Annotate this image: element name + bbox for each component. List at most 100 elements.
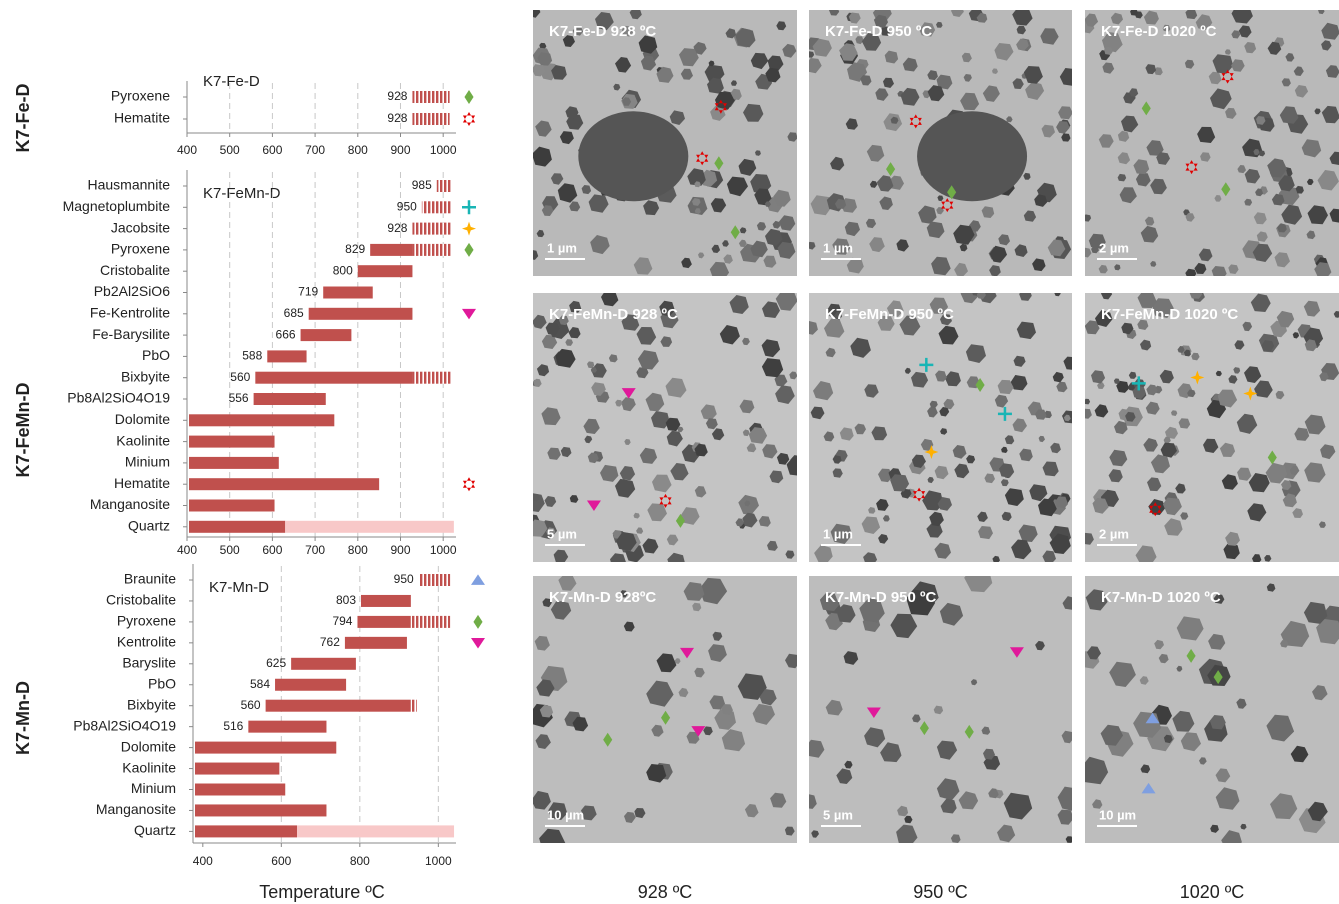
panel-title: K7-Fe-D 1020 ºC xyxy=(1101,23,1217,40)
micrograph xyxy=(1081,287,1339,565)
category-label: Minium xyxy=(131,780,176,796)
category-label: Quartz xyxy=(128,518,170,534)
start-label: 560 xyxy=(230,370,250,384)
category-label: Quartz xyxy=(134,822,176,838)
range-bar-hatched xyxy=(411,616,450,628)
range-bar xyxy=(266,700,411,712)
scale-label: 1 µm xyxy=(823,240,853,255)
x-axis-title: Temperature ºC xyxy=(259,882,385,902)
start-label: 985 xyxy=(412,178,432,192)
range-bar xyxy=(195,804,326,816)
range-bar-hatched xyxy=(412,223,451,235)
range-bar-hatched xyxy=(412,372,451,384)
category-label: Fe-Barysilite xyxy=(92,326,170,342)
start-label: 794 xyxy=(332,614,352,628)
marker-diamond xyxy=(464,90,473,104)
micrograph xyxy=(1080,4,1339,280)
range-bar xyxy=(189,436,275,448)
x-tick-label: 600 xyxy=(262,143,282,157)
x-tick-label: 800 xyxy=(348,543,368,557)
panel-title: K7-FeMn-D 1020 ºC xyxy=(1101,306,1238,323)
micrograph xyxy=(528,6,798,280)
category-label: Kaolinite xyxy=(122,759,176,775)
range-bar xyxy=(370,244,412,256)
category-label: Dolomite xyxy=(121,738,176,754)
x-tick-label: 1000 xyxy=(425,854,452,868)
start-label: 556 xyxy=(229,391,249,405)
scale-label: 2 µm xyxy=(1099,526,1129,541)
range-bar xyxy=(195,742,336,754)
group-label: K7-FeMn-D xyxy=(13,383,33,478)
range-bar xyxy=(189,478,379,490)
grain xyxy=(1212,266,1227,280)
start-label: 800 xyxy=(333,263,353,277)
marker-star4 xyxy=(462,222,476,236)
scale-label: 1 µm xyxy=(823,526,853,541)
range-bar xyxy=(267,350,306,362)
micrograph xyxy=(804,286,1078,566)
category-label: Minium xyxy=(125,454,170,470)
group-label: K7-Mn-D xyxy=(13,681,33,755)
category-label: Dolomite xyxy=(115,411,170,427)
range-bar xyxy=(195,825,297,837)
category-label: Manganosite xyxy=(96,801,176,817)
range-bar xyxy=(275,679,346,691)
start-label: 950 xyxy=(397,199,417,213)
range-bar xyxy=(291,658,356,670)
x-tick-label: 900 xyxy=(390,143,410,157)
range-bar-hatched xyxy=(412,91,449,103)
scale-label: 10 µm xyxy=(547,807,584,822)
category-label: Pyroxene xyxy=(117,613,176,629)
category-label: Hausmannite xyxy=(88,177,171,193)
start-label: 803 xyxy=(336,593,356,607)
range-bar xyxy=(195,784,285,796)
x-tick-label: 700 xyxy=(305,143,325,157)
category-label: Hematite xyxy=(114,475,170,491)
category-label: Manganosite xyxy=(90,496,170,512)
start-label: 584 xyxy=(250,677,270,691)
start-label: 666 xyxy=(276,327,296,341)
column-label: 1020 ºC xyxy=(1180,882,1245,902)
range-bar xyxy=(189,457,279,469)
x-tick-label: 1000 xyxy=(430,143,457,157)
x-tick-label: 800 xyxy=(348,143,368,157)
marker-plus xyxy=(462,200,476,214)
panel-title: K7-Fe-D 928 ºC xyxy=(549,23,656,40)
range-bar xyxy=(345,637,407,649)
scale-label: 2 µm xyxy=(1099,240,1129,255)
start-label: 560 xyxy=(241,698,261,712)
chart-title: K7-Fe-D xyxy=(203,73,260,90)
x-tick-label: 400 xyxy=(177,143,197,157)
scale-label: 5 µm xyxy=(823,807,853,822)
range-bar xyxy=(248,721,326,733)
large-crystal xyxy=(917,111,1027,201)
marker-star xyxy=(463,477,475,491)
scale-label: 10 µm xyxy=(1099,807,1136,822)
range-bar-faint xyxy=(297,825,454,837)
column-label: 928 ºC xyxy=(638,882,693,902)
column-label: 950 ºC xyxy=(913,882,968,902)
start-label: 928 xyxy=(387,111,407,125)
start-label: 625 xyxy=(266,656,286,670)
start-label: 950 xyxy=(394,572,414,586)
x-tick-label: 500 xyxy=(220,143,240,157)
start-label: 829 xyxy=(345,242,365,256)
start-label: 516 xyxy=(223,719,243,733)
category-label: PbO xyxy=(148,675,176,691)
category-label: Magnetoplumbite xyxy=(63,198,171,214)
category-label: Pyroxene xyxy=(111,88,170,104)
marker-triangle xyxy=(471,638,485,649)
scale-label: 1 µm xyxy=(547,240,577,255)
x-tick-label: 400 xyxy=(177,543,197,557)
category-label: Bixbyite xyxy=(127,696,176,712)
category-label: Pyroxene xyxy=(111,241,170,257)
range-bar xyxy=(301,329,352,341)
x-tick-label: 1000 xyxy=(430,543,457,557)
range-bar xyxy=(357,616,410,628)
x-tick-label: 600 xyxy=(271,854,291,868)
range-bar-hatched xyxy=(412,113,449,125)
marker-triangle xyxy=(471,574,485,585)
chart-title: K7-Mn-D xyxy=(209,579,269,596)
micrograph xyxy=(801,565,1084,845)
category-label: Kentrolite xyxy=(117,634,176,650)
